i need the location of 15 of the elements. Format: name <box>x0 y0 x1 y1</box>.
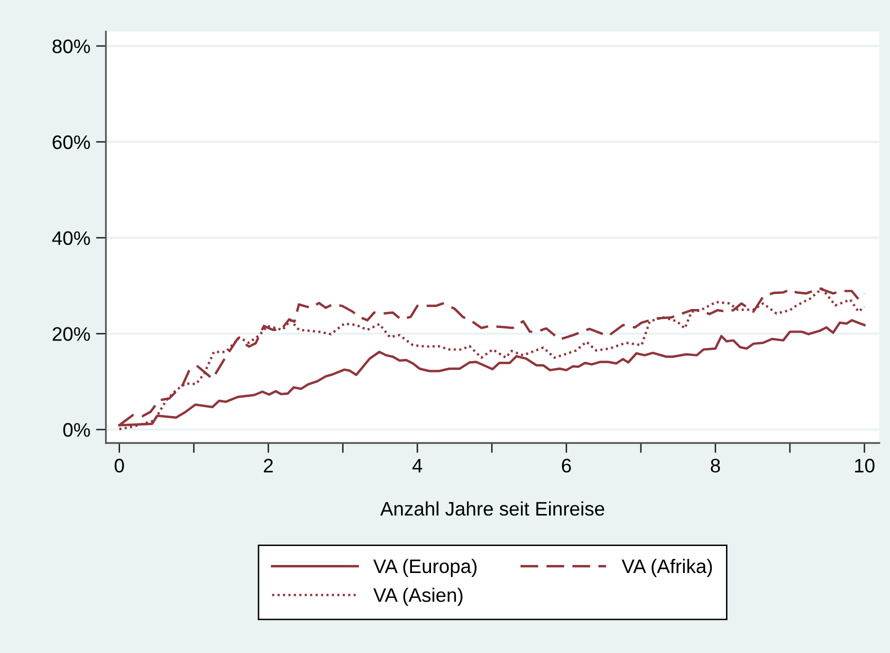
y-tick-label: 60% <box>52 135 90 150</box>
x-axis-title: Anzahl Jahre seit Einreise <box>380 501 604 516</box>
x-tick-label: 4 <box>412 458 422 472</box>
x-tick-label: 6 <box>562 458 571 473</box>
y-tick-label: 40% <box>52 231 90 246</box>
x-tick-label: 8 <box>710 458 720 473</box>
legend-label: VA (Asien) <box>373 588 462 606</box>
x-tick-label: 0 <box>114 458 124 473</box>
legend-label: VA (Afrika) <box>622 558 712 578</box>
legend-label: VA (Europa) <box>373 558 477 578</box>
x-tick-label: 2 <box>264 458 273 472</box>
y-tick-label: 20% <box>52 327 90 341</box>
y-tick-label: 0% <box>63 423 90 437</box>
x-tick-label: 10 <box>855 458 874 473</box>
y-tick-label: 80% <box>52 39 90 54</box>
